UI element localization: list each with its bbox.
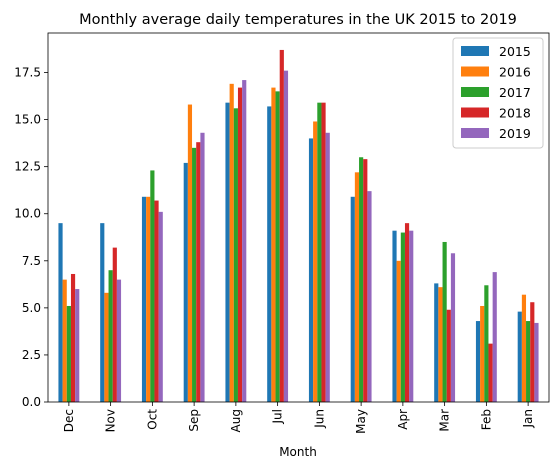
- x-tick-label-Sep: Sep: [187, 409, 201, 432]
- bar-2018-Feb: [488, 343, 493, 402]
- legend-swatch-2017: [461, 87, 489, 97]
- legend-swatch-2015: [461, 46, 489, 56]
- bar-2017-Jul: [275, 91, 280, 403]
- legend-label-2018: 2018: [499, 106, 531, 121]
- bar-2016-Jun: [313, 121, 318, 402]
- bar-2019-Dec: [75, 289, 80, 402]
- bar-2016-Apr: [396, 260, 401, 402]
- bar-2015-Oct: [141, 196, 147, 402]
- bars-group: [58, 49, 539, 403]
- bar-2019-Feb: [492, 272, 497, 402]
- bar-2015-Jan: [517, 311, 522, 402]
- x-tick-label-Apr: Apr: [396, 409, 410, 430]
- x-tick-label-Jul: Jul: [271, 409, 285, 424]
- bar-2017-Aug: [233, 108, 238, 402]
- bar-2016-May: [354, 172, 360, 402]
- bar-2017-Jan: [526, 321, 531, 402]
- legend-swatch-2018: [461, 107, 489, 118]
- y-tick-label: 15.0: [14, 113, 41, 127]
- legend-swatch-2016: [461, 66, 489, 77]
- bar-2016-Jan: [521, 294, 527, 402]
- bar-2019-Jun: [325, 132, 330, 402]
- bar-2017-Mar: [442, 241, 447, 402]
- legend-swatch-2019: [461, 128, 489, 138]
- bar-2018-May: [363, 159, 368, 402]
- bar-2016-Jul: [271, 87, 276, 402]
- bar-2017-Sep: [192, 147, 197, 402]
- y-tick-label: 12.5: [14, 160, 41, 174]
- legend: 2015 2016 2017 2018 2019: [452, 37, 544, 149]
- y-tick-label: 7.5: [22, 254, 41, 268]
- legend-label-2015: 2015: [499, 44, 531, 59]
- bar-2016-Feb: [480, 305, 485, 402]
- bar-2019-Oct: [158, 211, 163, 402]
- bar-2017-Nov: [108, 270, 113, 402]
- x-tick-label-Dec: Dec: [62, 409, 76, 432]
- bar-2018-Jan: [530, 302, 535, 402]
- bar-2015-Apr: [392, 230, 397, 402]
- y-tick-label: 0.0: [22, 395, 41, 409]
- bar-2019-Mar: [450, 253, 456, 402]
- legend-label-2019: 2019: [499, 126, 531, 141]
- x-tick-label-Aug: Aug: [229, 409, 243, 432]
- bar-2018-Nov: [112, 247, 117, 402]
- bar-2018-Jun: [321, 102, 326, 402]
- bar-2015-Mar: [434, 283, 439, 402]
- x-tick-label-Jan: Jan: [521, 409, 535, 429]
- bar-2016-Mar: [438, 287, 443, 402]
- bar-2019-May: [367, 191, 372, 402]
- y-tick-label: 5.0: [22, 301, 41, 315]
- axes-group: 0.0 2.5 5.0 7.5 10.0 12.5 15.0 17.5 Dec Nov Oct Sep…: [14, 32, 550, 434]
- legend-box: [452, 37, 544, 149]
- bar-2018-Dec: [70, 273, 76, 402]
- bar-2018-Mar: [446, 309, 451, 402]
- bar-2019-Aug: [242, 80, 247, 402]
- bar-2016-Oct: [146, 196, 151, 402]
- bar-2017-Dec: [66, 305, 71, 402]
- x-tick-label-May: May: [354, 409, 368, 434]
- bar-2018-Apr: [404, 223, 410, 402]
- bar-2018-Sep: [196, 142, 201, 402]
- bar-2018-Oct: [154, 200, 159, 402]
- bar-2016-Nov: [104, 292, 109, 402]
- bar-2017-Apr: [400, 232, 405, 402]
- bar-2016-Dec: [62, 279, 67, 402]
- bar-2019-Nov: [116, 279, 122, 402]
- bar-2015-Sep: [183, 162, 188, 402]
- legend-label-2016: 2016: [499, 65, 531, 80]
- bar-2016-Sep: [187, 104, 193, 402]
- bar-2015-Nov: [100, 223, 105, 402]
- bar-2019-Apr: [409, 230, 414, 402]
- bar-2018-Jul: [279, 49, 284, 402]
- bar-2019-Jan: [534, 322, 539, 402]
- bar-2019-Sep: [200, 132, 205, 402]
- bar-2015-May: [350, 196, 355, 402]
- legend-label-2017: 2017: [499, 85, 531, 100]
- x-tick-label-Nov: Nov: [104, 409, 118, 432]
- bar-2016-Aug: [229, 83, 234, 402]
- bar-2015-Feb: [475, 321, 481, 402]
- x-axis-label: Month: [279, 445, 317, 459]
- bar-2015-Jun: [308, 138, 314, 402]
- plot-frame: [47, 32, 550, 403]
- y-tick-label: 10.0: [14, 207, 41, 221]
- x-tick-label-Oct: Oct: [145, 409, 159, 430]
- bar-2015-Jul: [267, 106, 272, 403]
- bar-2018-Aug: [237, 87, 243, 402]
- x-tick-label-Jun: Jun: [312, 409, 326, 429]
- x-tick-label-Feb: Feb: [479, 409, 493, 430]
- y-tick-label: 17.5: [14, 66, 41, 80]
- chart-title: Monthly average daily temperatures in th…: [79, 12, 517, 28]
- bar-2019-Jul: [283, 70, 289, 403]
- bar-2017-Oct: [150, 170, 155, 402]
- bar-2017-May: [359, 157, 364, 402]
- bar-2017-Jun: [317, 102, 322, 402]
- bar-2015-Aug: [225, 102, 230, 402]
- y-tick-label: 2.5: [22, 348, 41, 362]
- bar-2015-Dec: [58, 223, 63, 402]
- x-tick-label-Mar: Mar: [438, 409, 452, 432]
- bar-2017-Feb: [484, 285, 489, 402]
